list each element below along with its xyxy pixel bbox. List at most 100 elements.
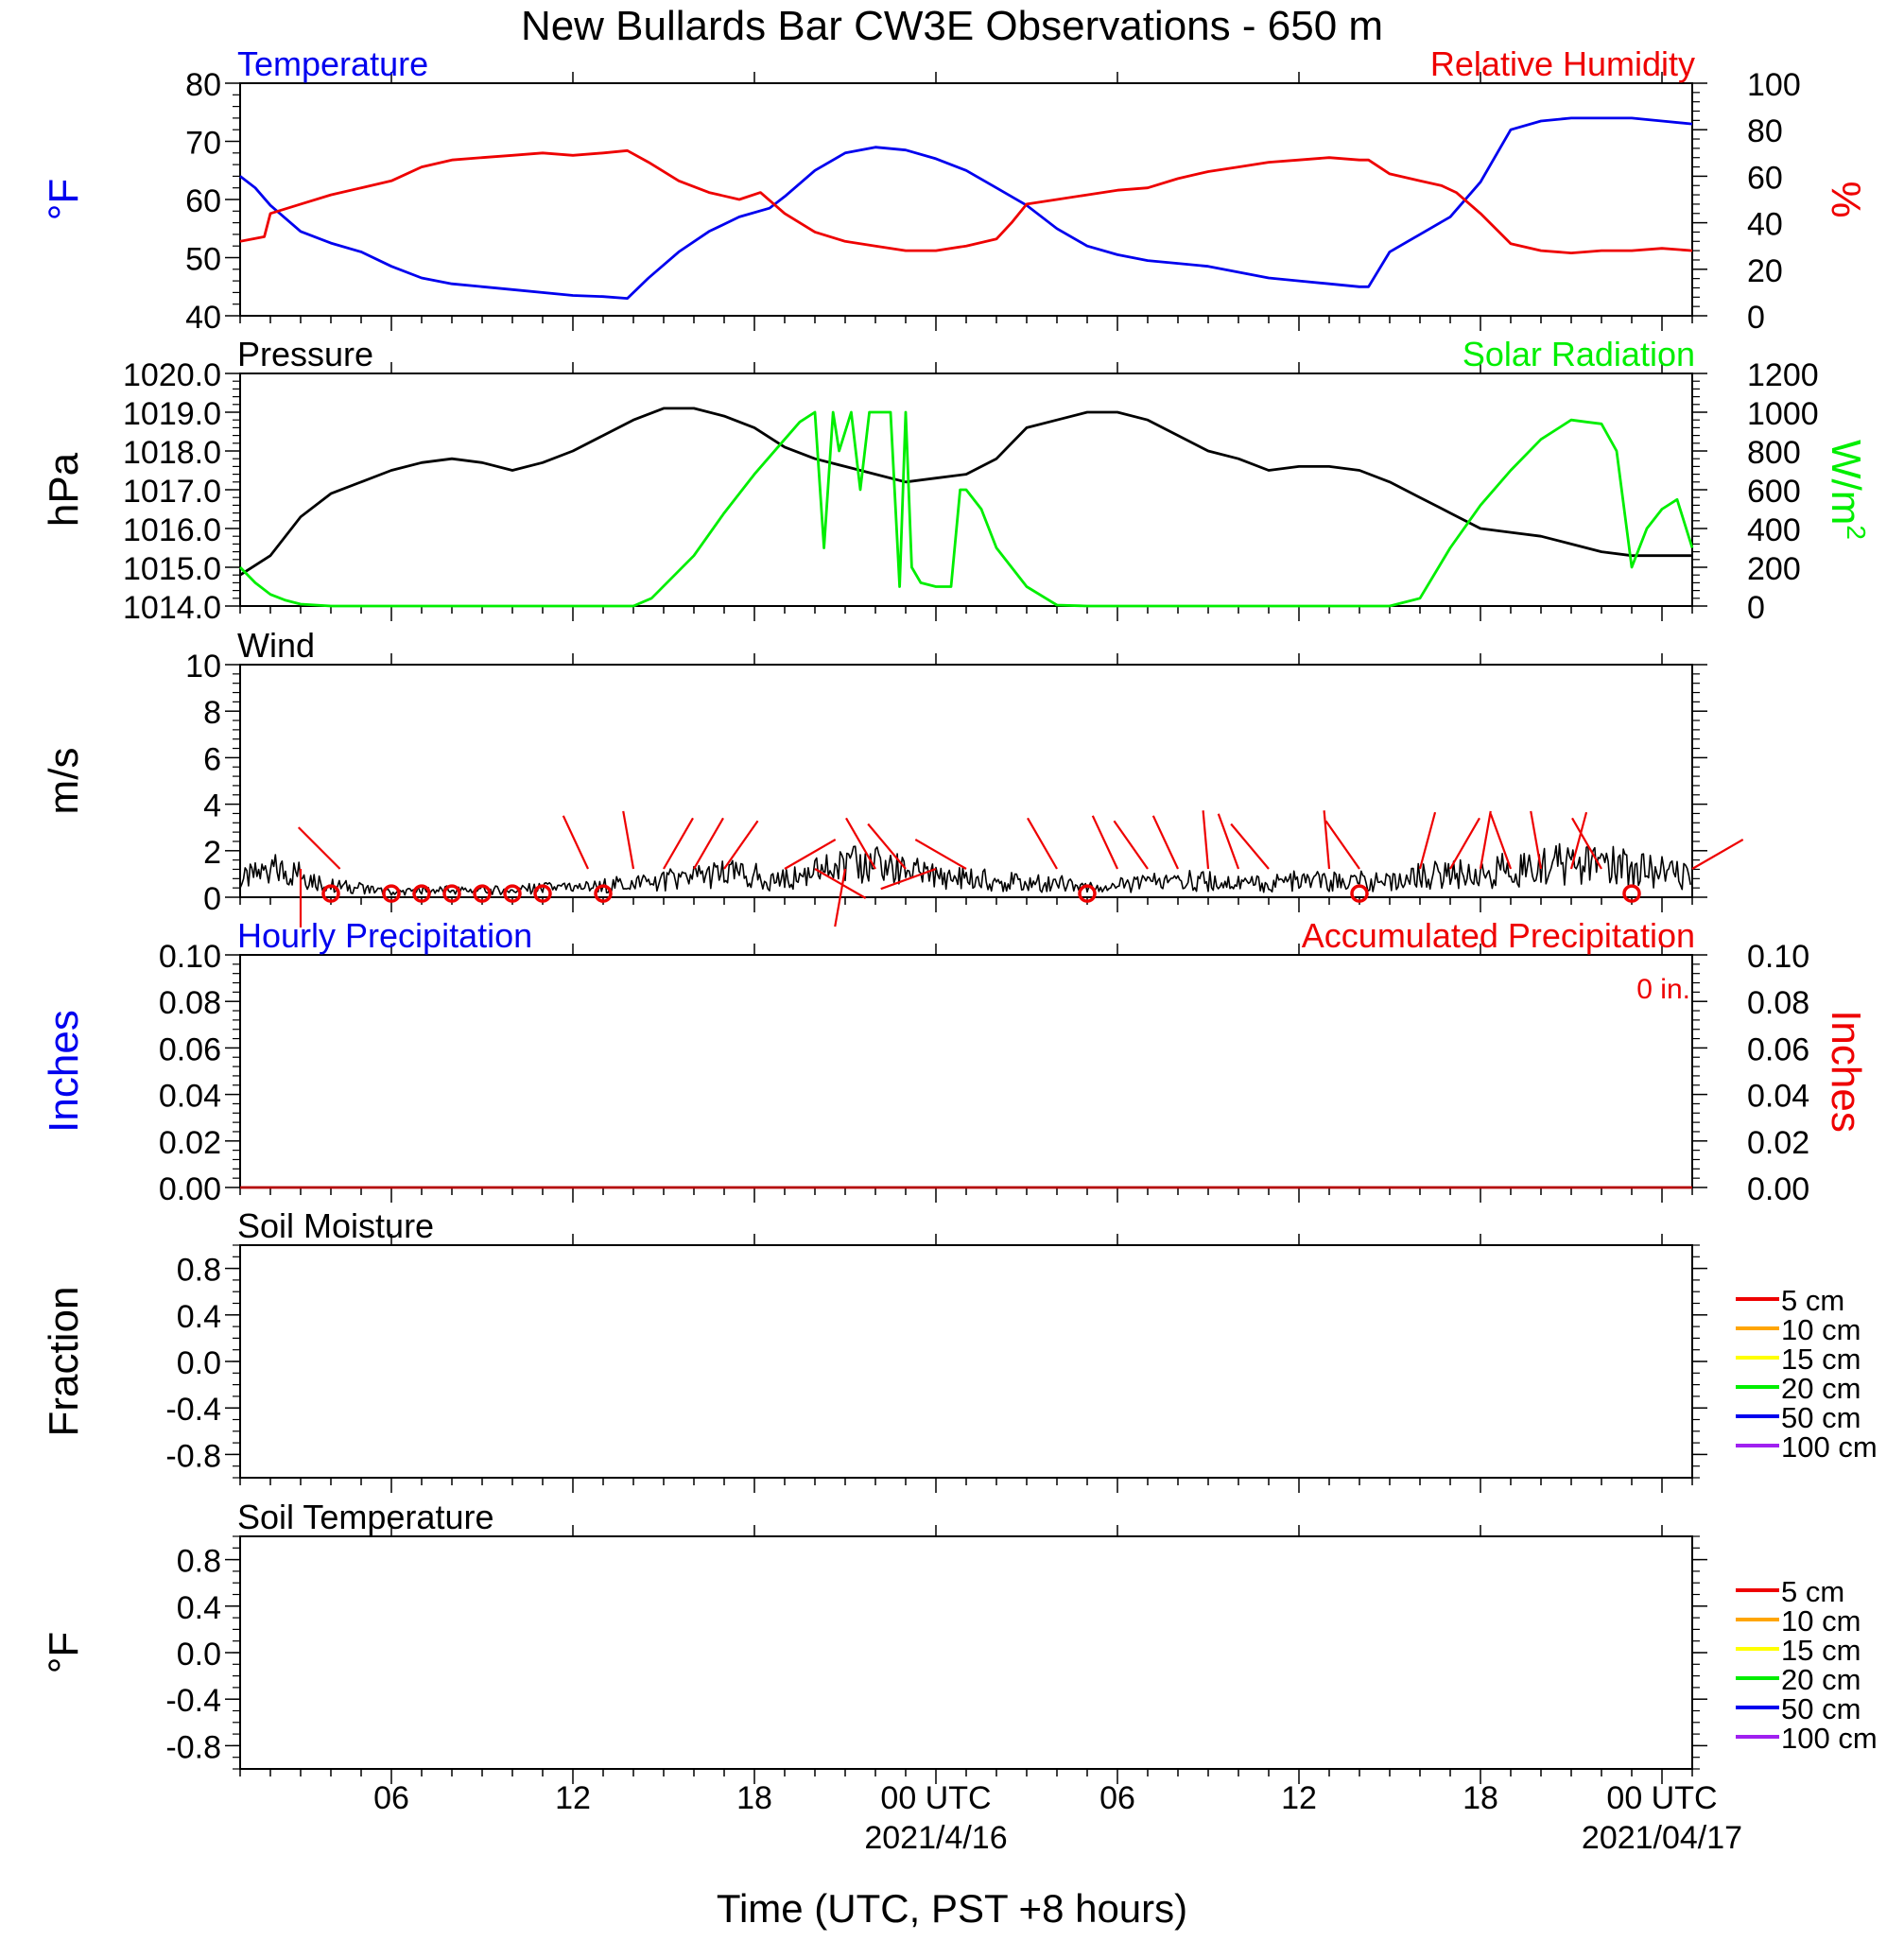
legend-label: 15 cm (1781, 1343, 1861, 1376)
calm-wind-marker (503, 884, 522, 903)
y-axis-label-right: Inches (1823, 1010, 1869, 1133)
calm-wind-marker (382, 884, 401, 903)
legend-label: 100 cm (1781, 1722, 1878, 1755)
panel-title-left: Pressure (237, 335, 373, 373)
wind-barb (867, 823, 907, 870)
y-tick-label-right: 0 (1747, 300, 1765, 336)
panel-title-right: Relative Humidity (1430, 44, 1695, 83)
y-tick-label: 0.4 (177, 1590, 221, 1626)
calm-wind-marker (1622, 884, 1641, 903)
wind-barb (1027, 817, 1058, 870)
y-tick-label-right: 60 (1747, 160, 1783, 196)
calm-wind-marker (1078, 884, 1097, 903)
wind-barb (1569, 811, 1588, 870)
legend-label: 10 cm (1781, 1313, 1861, 1346)
wind-barb (622, 810, 635, 870)
y-tick-label-right: 400 (1747, 512, 1801, 548)
y-tick-label-right: 0 (1747, 590, 1765, 626)
wind-barb (784, 839, 837, 870)
wind-barb (562, 815, 589, 870)
y-tick-label: 0.10 (159, 939, 221, 975)
wind-barb (663, 817, 694, 870)
legend-label: 20 cm (1781, 1372, 1861, 1405)
y-tick-label: -0.8 (165, 1729, 221, 1765)
wind-barb (1323, 810, 1331, 870)
calm-wind-marker (594, 884, 613, 903)
y-tick-label: 0.06 (159, 1031, 221, 1067)
wind-barb (1217, 813, 1240, 870)
y-tick-label: 0.8 (177, 1253, 221, 1289)
legend-label: 10 cm (1781, 1604, 1861, 1638)
panel-title-left: Soil Temperature (237, 1498, 493, 1536)
panel-title-left: Temperature (237, 44, 428, 83)
y-tick-label: 70 (185, 126, 221, 162)
legend-label: 15 cm (1781, 1634, 1861, 1667)
y-tick-label-right: 1000 (1747, 396, 1819, 432)
panel-soil-moisture: -0.8 -0.4 0.0 0.4 0.8 Soil Moisture Fraction 5 … (41, 1206, 1878, 1493)
wind-barb (1151, 815, 1179, 870)
y-tick-label: 6 (203, 741, 221, 777)
panel-precip: 0.00 0.02 0.04 0.06 0.08 0.10 0.00 0.02 0.04 0.06… (41, 916, 1869, 1207)
y-axis-label-left: hPa (41, 452, 87, 527)
y-axis-label-right: % (1823, 181, 1869, 217)
panel-wind: 0 2 4 6 8 10 Wind m/s (41, 626, 1744, 927)
panel-title-right: Accumulated Precipitation (1302, 916, 1695, 955)
legend-label: 5 cm (1781, 1284, 1844, 1317)
panel-title-right: Solar Radiation (1463, 335, 1695, 373)
y-tick-label: 0.0 (177, 1345, 221, 1381)
y-tick-label-right: 200 (1747, 551, 1801, 587)
x-tick-date: 2021/04/17 (1582, 1820, 1742, 1856)
panel-frame (239, 82, 1693, 317)
y-tick-label: 1015.0 (123, 551, 221, 587)
x-tick-label: 18 (1463, 1780, 1498, 1816)
y-tick-label: 50 (185, 242, 221, 278)
y-tick-label: 0.02 (159, 1125, 221, 1161)
panel-frame (239, 954, 1693, 1188)
series-temp-rh-0 (239, 116, 1693, 301)
y-tick-label-right: 80 (1747, 113, 1783, 149)
y-axis-label-left: Inches (41, 1010, 87, 1133)
x-tick-label: 06 (1099, 1780, 1135, 1816)
x-tick-label: 12 (555, 1780, 591, 1816)
wind-barb (1091, 815, 1118, 870)
y-tick-label-right: 600 (1747, 474, 1801, 510)
wind-barb (1449, 817, 1480, 870)
y-tick-label-right: 0.08 (1747, 985, 1809, 1021)
wind-barb (693, 817, 724, 870)
y-tick-label: 0.08 (159, 985, 221, 1021)
x-tick-label: 06 (373, 1780, 409, 1816)
calm-wind-marker (1350, 884, 1369, 903)
y-tick-label: 1018.0 (123, 435, 221, 471)
y-tick-label: 0 (203, 881, 221, 917)
x-axis-label: Time (UTC, PST +8 hours) (717, 1886, 1187, 1931)
wind-barb (1530, 810, 1543, 870)
y-tick-label: 0.8 (177, 1544, 221, 1580)
x-tick-label: 00 UTC (880, 1780, 991, 1816)
wind-barb (1230, 823, 1270, 870)
legend-label: 5 cm (1781, 1575, 1844, 1608)
y-tick-label-right: 20 (1747, 253, 1783, 289)
y-tick-label-right: 0.06 (1747, 1031, 1809, 1067)
calm-wind-marker (412, 884, 431, 903)
calm-wind-marker (442, 884, 461, 903)
wind-barb (814, 868, 867, 899)
y-tick-label-right: 800 (1747, 435, 1801, 471)
y-tick-label: 80 (185, 67, 221, 103)
wind-barb (1691, 839, 1744, 870)
series-temp-rh-1 (239, 148, 1693, 255)
y-tick-label: 0.04 (159, 1079, 221, 1115)
y-tick-label: 1016.0 (123, 512, 221, 548)
panel-title-left: Wind (237, 626, 315, 665)
x-tick-label: 00 UTC (1606, 1780, 1717, 1816)
y-axis-label-right: W/m2 (1823, 440, 1871, 540)
y-tick-label-right: 0.10 (1747, 939, 1809, 975)
y-tick-label: 1017.0 (123, 474, 221, 510)
y-tick-label-right: 0.02 (1747, 1125, 1809, 1161)
wind-barb (1489, 813, 1513, 870)
wind-barb (723, 820, 759, 870)
calm-wind-marker (533, 884, 552, 903)
y-tick-label: -0.8 (165, 1438, 221, 1474)
y-tick-label: 1019.0 (123, 396, 221, 432)
